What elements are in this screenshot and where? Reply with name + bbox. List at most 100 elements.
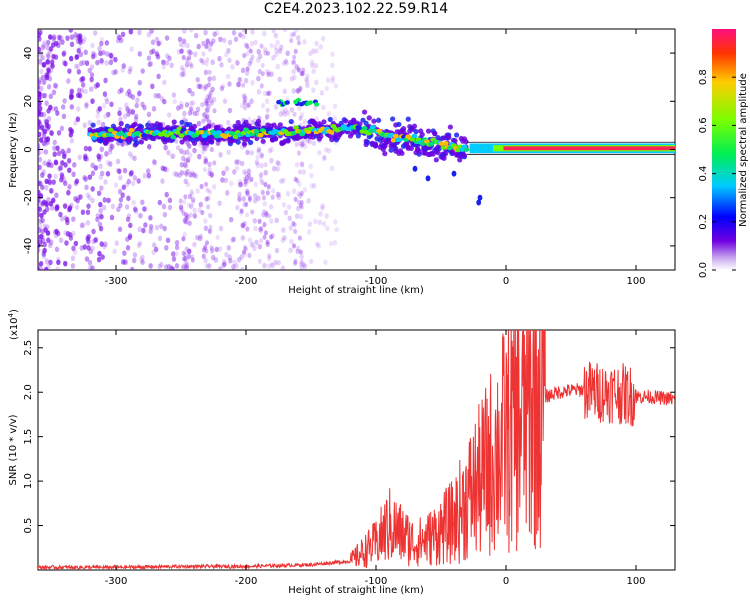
noise-dot [76,38,81,45]
noise-dot [205,38,210,44]
noise-dot [106,197,111,204]
noise-dot [48,34,53,40]
noise-dot [188,61,193,67]
noise-dot [208,224,213,230]
noise-dot [204,116,209,122]
noise-dot [237,179,243,185]
noise-dot [75,116,81,123]
noise-dot [204,157,209,164]
noise-dot [79,76,84,83]
noise-dot [51,36,57,42]
noise-dot [97,221,103,228]
noise-dot [293,258,298,264]
noise-dot [281,227,286,233]
ridge-band-dot [255,118,262,124]
noise-dot [281,177,286,184]
noise-dot [45,51,50,58]
noise-dot [272,165,277,172]
noise-dot [249,40,255,47]
x-tick-label: 100 [626,276,645,287]
noise-dot [170,251,176,257]
noise-dot [46,196,51,203]
noise-dot [288,225,294,231]
noise-dot [260,190,265,196]
noise-dot [79,222,85,229]
ridge-core-dot [419,141,426,146]
noise-dot [125,107,131,113]
top-ylabel: Frequency (Hz) [8,112,19,188]
noise-dot [190,90,195,97]
noise-dot [69,34,75,40]
ridge-band-dot [463,139,469,145]
noise-dot [38,85,41,92]
ridge-band-dot [191,140,198,146]
noise-dot [205,94,210,100]
noise-dot [193,173,199,179]
noise-dot [257,218,262,224]
noise-dot [112,248,117,255]
noise-dot [132,155,137,162]
noise-dot [232,169,237,175]
noise-dot [277,76,282,83]
noise-dot [293,228,298,234]
noise-dot [164,35,170,41]
ridge-band-dot [151,135,157,142]
noise-dot [256,195,261,202]
noise-dot [226,119,231,126]
noise-dot [68,29,73,33]
noise-dot [114,240,120,247]
noise-dot [42,128,48,135]
noise-dot [111,69,116,76]
noise-dot [276,259,281,266]
snr-panel: -300 -200 -100 0 100 0.5 1.0 1.5 2.0 2.5 Height … [7,309,676,596]
noise-dot [293,260,298,266]
noise-dot [195,188,200,194]
noise-dot [38,218,43,224]
noise-dot [78,194,83,200]
chart-title: C2E4.2023.102.22.59.R14 [263,1,449,17]
noise-dot [146,172,152,179]
noise-dot [250,209,255,215]
noise-dot [184,216,189,222]
noise-dot [44,184,49,191]
noise-dot [275,191,280,198]
noise-dot [208,189,213,195]
colorbar-tick-label: 0.6 [698,117,709,133]
ridge-band-dot [443,150,449,156]
noise-dot [129,266,135,270]
noise-dot [149,225,154,231]
noise-dot [222,261,227,267]
noise-dot [183,194,188,200]
noise-dot [181,67,186,73]
noise-dot [263,230,268,236]
noise-dot [306,197,311,204]
noise-dot [192,207,197,214]
noise-dot [46,39,51,46]
noise-dot [300,204,305,210]
noise-dot [90,186,95,192]
noise-dot [46,115,52,122]
ridge-band-dot [399,150,405,156]
noise-dot [227,57,232,64]
noise-dot [62,177,67,183]
noise-dot [174,263,180,269]
noise-dot [74,204,80,211]
stray-dot [477,194,483,201]
noise-dot [206,204,211,210]
noise-dot [320,203,325,209]
noise-dot [84,256,90,262]
noise-dot [89,72,95,78]
noise-dot [258,226,263,232]
noise-dot [64,240,69,246]
noise-dot [38,233,44,240]
noise-dot [294,29,299,33]
noise-dot [182,199,187,205]
noise-dot [44,178,49,185]
noise-dot [40,54,45,61]
noise-dot [160,178,165,184]
ridge-core-dot [118,131,125,136]
noise-dot [108,146,113,152]
noise-dot [269,71,274,77]
noise-dot [76,92,81,99]
noise-dot [95,59,100,66]
